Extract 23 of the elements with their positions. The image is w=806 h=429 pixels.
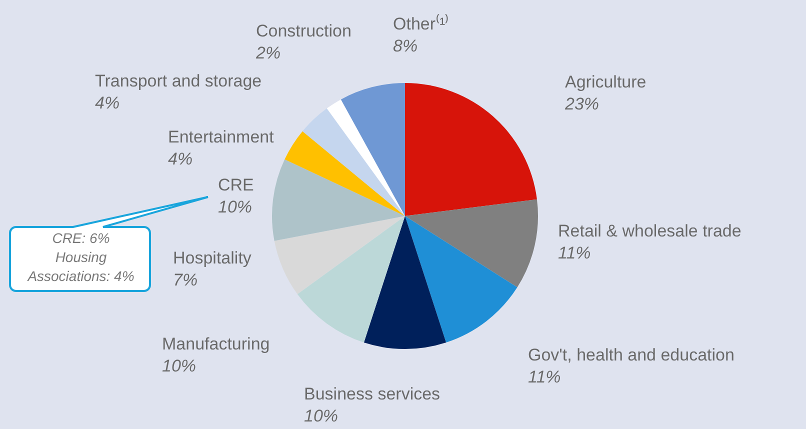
data-label: 4% xyxy=(168,150,193,169)
slice-label: Entertainment xyxy=(168,128,274,147)
data-label: 10% xyxy=(218,198,252,217)
data-label: 10% xyxy=(162,356,196,376)
slice-label: Manufacturing xyxy=(162,334,270,354)
slice-label: Transport and storage xyxy=(95,72,262,91)
slice-label: Other⁽¹⁾ xyxy=(393,14,450,34)
data-label: 2% xyxy=(255,44,281,63)
data-label: 11% xyxy=(528,368,561,387)
slice-label: Agriculture xyxy=(565,72,646,92)
data-label: 7% xyxy=(173,270,198,290)
slice-label: CRE xyxy=(218,176,254,195)
slice-label: Business services xyxy=(304,384,440,404)
data-label: 4% xyxy=(95,94,120,113)
slice-label: Hospitality xyxy=(173,248,252,268)
text: CRE: 6% Housing Associations: 4% xyxy=(26,229,136,286)
data-label: 23% xyxy=(564,94,600,114)
data-label: 10% xyxy=(304,406,338,426)
data-label: 8% xyxy=(393,36,418,56)
slice-label: Gov't, health and education xyxy=(528,346,734,365)
data-label: 11% xyxy=(558,244,591,263)
slice-label: Construction xyxy=(256,22,352,41)
slice-label: Retail & wholesale trade xyxy=(558,222,742,241)
